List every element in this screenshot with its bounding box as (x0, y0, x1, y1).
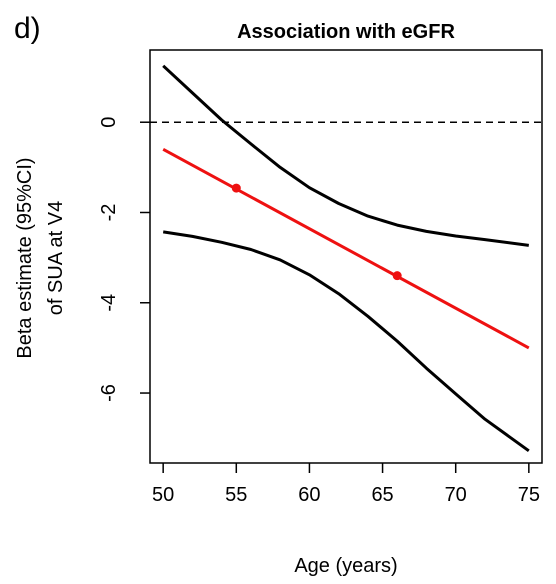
x-tick-label-55: 55 (225, 484, 247, 506)
chart-marks (150, 64, 542, 453)
series-line-upper-ci (162, 64, 529, 247)
y-axis-title-line-2: of SUA at V4 (45, 201, 67, 316)
y-tick-label-0: 0 (98, 117, 120, 128)
axis-ticks: 50 55 60 65 70 75 -6 -4 -2 0 (98, 117, 540, 506)
y-axis-title-line-1: Beta estimate (95%CI) (14, 157, 36, 358)
series-point-estimate-2 (392, 271, 402, 281)
series-line-estimate (162, 147, 530, 350)
x-axis-title: Age (years) (294, 555, 397, 577)
x-tick-label-75: 75 (518, 484, 540, 506)
y-tick-label--2: -2 (98, 204, 120, 222)
series-point-estimate-1 (231, 183, 241, 193)
plot-frame (149, 49, 543, 464)
y-tick-label--4: -4 (98, 294, 120, 312)
y-tick-label--6: -6 (98, 384, 120, 402)
x-tick-label-60: 60 (298, 484, 320, 506)
chart-title: Association with eGFR (237, 21, 455, 43)
x-tick-label-70: 70 (445, 484, 467, 506)
y-axis-title: Beta estimate (95%CI) of SUA at V4 (14, 157, 67, 358)
x-tick-label-65: 65 (371, 484, 393, 506)
series-line-lower-ci (162, 230, 530, 453)
x-tick-label-50: 50 (152, 484, 174, 506)
panel-label: d) (14, 12, 41, 45)
